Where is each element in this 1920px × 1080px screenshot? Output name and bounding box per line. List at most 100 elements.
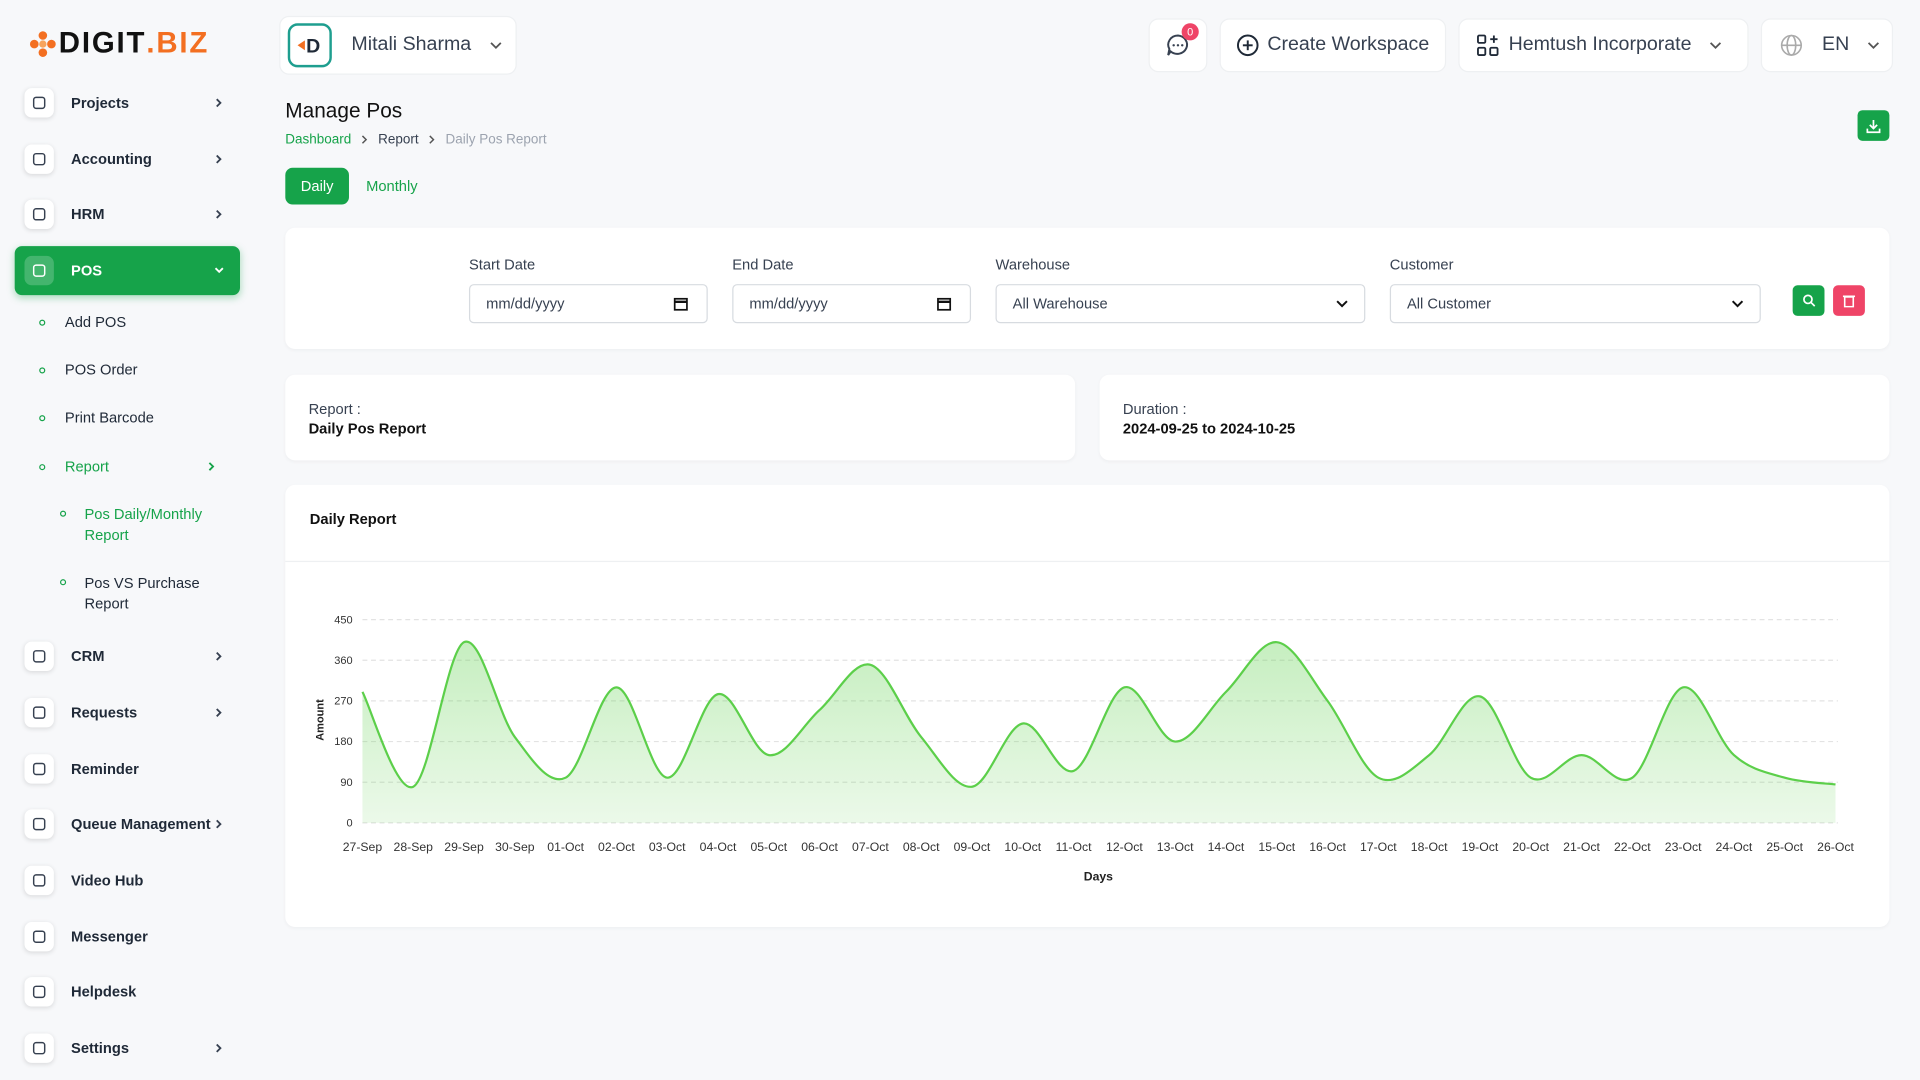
x-tick-label: 12-Oct xyxy=(1106,840,1143,854)
x-tick-label: 01-Oct xyxy=(547,840,584,854)
icon-glyph xyxy=(32,1041,46,1055)
breadcrumb-link[interactable]: Report xyxy=(378,132,419,147)
x-tick-label: 14-Oct xyxy=(1208,840,1245,854)
reset-button[interactable] xyxy=(1833,285,1865,316)
chevron-right xyxy=(208,462,215,471)
user-name: Mitali Sharma xyxy=(351,34,472,56)
icon-shape xyxy=(32,650,46,663)
nav-item[interactable]: Requests xyxy=(15,688,240,737)
messages-button[interactable]: 0 xyxy=(1148,18,1208,73)
icon-glyph xyxy=(32,817,46,831)
duration-card: Duration : 2024-09-25 to 2024-10-25 xyxy=(1099,374,1890,461)
nav-label: Video Hub xyxy=(71,871,144,889)
x-tick-label: 11-Oct xyxy=(1056,840,1092,854)
nav-item[interactable]: Settings xyxy=(15,1024,240,1073)
chevron-right xyxy=(216,1043,222,1053)
sub-nav-item[interactable]: Pos VS Purchase Report xyxy=(84,574,200,613)
icon-shape xyxy=(32,1041,46,1055)
tab[interactable]: Monthly xyxy=(366,177,418,195)
icon-shape xyxy=(32,817,46,831)
chevron-line xyxy=(208,462,215,471)
chevron-right xyxy=(216,98,222,108)
x-tick-label: 06-Oct xyxy=(801,840,838,854)
nav-icon xyxy=(24,865,54,896)
line xyxy=(361,640,1836,788)
nav-icon xyxy=(24,641,54,672)
breadcrumb-link[interactable]: Dashboard xyxy=(285,132,352,147)
search-button[interactable] xyxy=(1792,285,1825,316)
nav-item[interactable]: Messenger xyxy=(15,912,240,961)
sub-nav-item[interactable]: Report xyxy=(64,457,110,476)
avatar-icon: D xyxy=(297,36,320,58)
x-tick-label: 30-Sep xyxy=(495,840,535,854)
sub-nav-item[interactable]: Add POS xyxy=(64,313,127,331)
sub-nav-item[interactable]: Print Barcode xyxy=(64,408,154,427)
select-value: All Warehouse xyxy=(1012,295,1108,313)
tab-active[interactable]: Daily xyxy=(285,167,349,205)
nav-item[interactable]: Queue Management xyxy=(15,800,240,849)
x-axis-label: Days xyxy=(1084,869,1113,883)
start-date-input[interactable]: mm/dd/yyyy xyxy=(468,284,708,324)
x-tick-label: 10-Oct xyxy=(1004,840,1041,854)
nav-icon xyxy=(24,255,54,286)
calendar-icon xyxy=(937,297,952,311)
nav-item[interactable]: CRM xyxy=(15,632,240,681)
nav-icon xyxy=(24,697,54,728)
sidebar: Projects Accounting HRM POS CRM Requests Remin… xyxy=(0,76,251,1080)
nav-label: Helpdesk xyxy=(71,983,137,1001)
warehouse-select[interactable]: All Warehouse xyxy=(995,284,1366,324)
nav-label: POS xyxy=(71,262,103,280)
nav-item-active[interactable]: POS xyxy=(14,246,241,296)
export-button[interactable] xyxy=(1857,110,1890,141)
y-tick-label: 360 xyxy=(334,655,352,667)
workspace-name: Hemtush Incorporate xyxy=(1508,34,1692,56)
x-tick-label: 25-Oct xyxy=(1766,840,1803,854)
sub-chevron-wrap xyxy=(196,460,233,475)
language-menu[interactable]: EN xyxy=(1760,18,1894,73)
end-date-input[interactable]: mm/dd/yyyy xyxy=(732,284,972,324)
nav-item[interactable]: Projects xyxy=(15,78,240,127)
sub-nav-item[interactable]: POS Order xyxy=(64,361,138,379)
user-menu[interactable]: D Mitali Sharma xyxy=(279,15,517,75)
icon-glyph xyxy=(32,152,46,166)
nav-item[interactable]: Video Hub xyxy=(15,856,240,905)
nav-icon xyxy=(24,199,54,229)
sub-nav-item[interactable]: Pos Daily/Monthly Report xyxy=(84,505,203,544)
nav-item[interactable]: Accounting xyxy=(15,135,240,184)
nav-item[interactable]: Reminder xyxy=(15,744,240,793)
y-tick-label: 0 xyxy=(347,818,353,830)
breadcrumb-current: Daily Pos Report xyxy=(445,132,547,147)
chevron-down xyxy=(1868,42,1880,50)
page-title: Manage Pos xyxy=(285,99,403,123)
x-tick-label: 28-Sep xyxy=(394,840,434,854)
placeholder: mm/dd/yyyy xyxy=(749,295,828,313)
breadcrumb-separator xyxy=(429,135,435,144)
nav-item[interactable]: Helpdesk xyxy=(15,967,240,1016)
icon-shape xyxy=(32,874,46,887)
icon-shape xyxy=(32,930,46,943)
globe-icon xyxy=(1780,34,1803,56)
icon-glyph xyxy=(32,650,46,663)
nav-label: Settings xyxy=(71,1039,129,1057)
workspace-menu[interactable]: Hemtush Incorporate xyxy=(1458,18,1749,73)
workspace-icon xyxy=(1477,34,1499,57)
x-tick-label: 15-Oct xyxy=(1258,840,1295,854)
x-tick-label: 17-Oct xyxy=(1360,840,1397,854)
customer-select[interactable]: All Customer xyxy=(1389,284,1761,324)
chevron-line xyxy=(216,819,222,829)
nav-label: Projects xyxy=(71,94,130,112)
report-card: Report : Daily Pos Report xyxy=(285,374,1076,461)
x-tick-label: 21-Oct xyxy=(1563,840,1600,854)
icon-glyph xyxy=(32,985,46,999)
logo[interactable]: DIGIT .BIZ xyxy=(27,24,209,63)
icon-glyph xyxy=(32,96,46,110)
nav-item[interactable]: HRM xyxy=(15,190,240,239)
x-tick-label: 08-Oct xyxy=(903,840,940,854)
nav-label: Accounting xyxy=(71,150,152,168)
download-icon xyxy=(1866,119,1881,133)
create-workspace-button[interactable]: Create Workspace xyxy=(1219,18,1447,73)
chevron-line xyxy=(216,154,222,164)
icon-shape xyxy=(32,152,46,166)
sub-bullet xyxy=(39,367,46,374)
chevron-right xyxy=(216,819,222,829)
